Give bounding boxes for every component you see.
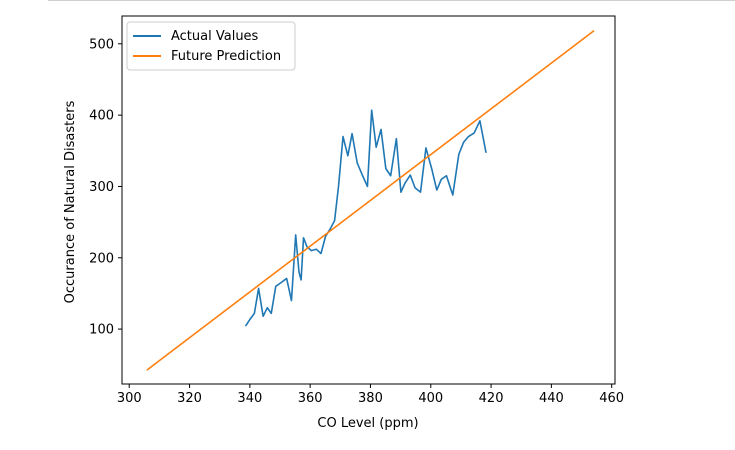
series-line-future-prediction <box>146 30 595 371</box>
x-tick-label: 360 <box>298 391 323 406</box>
top-divider <box>48 0 735 1</box>
y-tick-label: 400 <box>89 109 114 124</box>
x-tick-label: 320 <box>177 391 202 406</box>
x-tick-label: 340 <box>237 391 262 406</box>
x-tick-label: 420 <box>479 391 504 406</box>
x-tick-label: 300 <box>117 391 142 406</box>
y-axis-label: Occurance of Natural Disasters <box>63 100 78 303</box>
x-tick-label: 460 <box>599 391 624 406</box>
legend: Actual Values Future Prediction <box>126 21 296 71</box>
plot-lines <box>146 30 595 371</box>
y-tick-label: 500 <box>89 37 114 52</box>
y-tick-label: 100 <box>89 323 114 338</box>
plot-frame <box>121 15 616 385</box>
x-tick-label: 440 <box>539 391 564 406</box>
legend-box <box>126 21 296 71</box>
x-axis-label: CO Level (ppm) <box>317 416 418 431</box>
y-tick-label: 200 <box>89 251 114 266</box>
x-tick-label: 380 <box>358 391 383 406</box>
legend-label-prediction: Future Prediction <box>171 49 281 64</box>
y-axis: 100 200 300 400 500 <box>89 37 122 338</box>
x-axis: 300 320 340 360 380 400 420 440 460 <box>117 384 624 406</box>
series-line-actual-values <box>245 109 487 327</box>
legend-label-actual: Actual Values <box>171 29 259 44</box>
y-tick-label: 300 <box>89 180 114 195</box>
x-tick-label: 400 <box>418 391 443 406</box>
